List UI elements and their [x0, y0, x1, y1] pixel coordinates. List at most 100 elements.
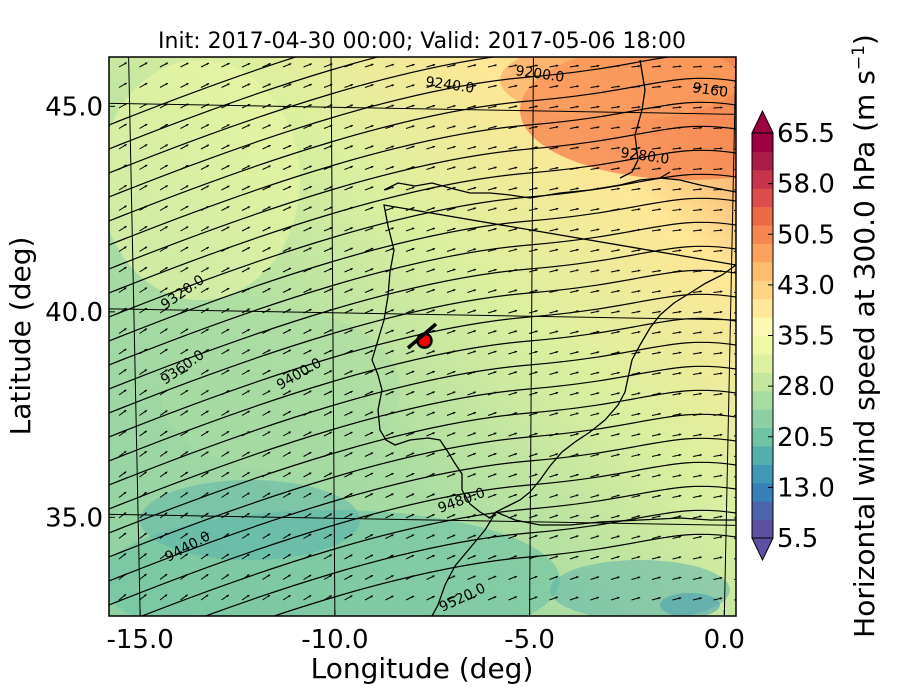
wind-arrow [508, 289, 518, 293]
wind-arrow [139, 287, 148, 293]
wind-arrow [364, 472, 374, 478]
wind-arrow [467, 289, 477, 293]
wind-arrow [672, 187, 682, 191]
wind-arrow [631, 433, 641, 437]
x-tick-label: -5.0 [504, 625, 555, 655]
colorbar-segment [752, 427, 773, 447]
wind-arrow [405, 268, 415, 273]
colorbar-segment [752, 169, 773, 189]
wind-arrow [590, 64, 600, 68]
wind-arrow [364, 84, 374, 88]
wind-arrow [692, 535, 702, 539]
colorbar [751, 109, 774, 562]
colorbar-extend-max [751, 109, 774, 134]
wind-arrow [672, 208, 682, 211]
wind-arrow [282, 553, 291, 560]
wind-arrow [200, 594, 209, 601]
wind-arrow [590, 269, 600, 273]
wind-arrow [508, 350, 518, 355]
wind-arrow [241, 451, 250, 457]
wind-arrow [713, 106, 723, 109]
wind-arrow [200, 410, 209, 416]
wind-arrow [467, 452, 477, 457]
wind-arrow [610, 310, 620, 314]
wind-arrow [651, 556, 661, 560]
wind-arrow [221, 430, 230, 437]
wind-arrow [159, 594, 168, 601]
wind-arrow [569, 105, 579, 109]
wind-arrow [446, 64, 456, 68]
wind-arrow [651, 576, 661, 580]
wind-vectors [118, 62, 736, 601]
wind-arrow [672, 474, 682, 478]
wind-arrow [590, 555, 600, 560]
wind-arrow [713, 433, 723, 437]
wind-arrow [323, 267, 333, 273]
wind-arrow [344, 247, 353, 252]
wind-arrow [610, 412, 620, 416]
wind-arrow [364, 349, 374, 355]
colorbar-segment [752, 225, 773, 244]
wind-arrow [303, 124, 313, 129]
wind-arrow [221, 492, 230, 498]
wind-arrow [364, 309, 374, 314]
wind-arrow [159, 82, 169, 88]
wind-arrow [139, 328, 148, 334]
wind-arrow [118, 409, 127, 416]
wind-arrow [508, 534, 518, 539]
wind-arrow [467, 473, 477, 478]
wind-arrow [692, 392, 702, 396]
wind-arrow [590, 535, 600, 539]
wind-arrow [692, 453, 702, 457]
wind-arrow [508, 166, 518, 170]
wind-arrow [405, 329, 415, 334]
wind-arrow [549, 412, 559, 416]
wind-arrow [405, 534, 415, 539]
wind-arrow [405, 104, 415, 109]
wind-arrow [487, 227, 497, 232]
wind-arrow [303, 185, 312, 191]
wind-arrow [159, 185, 169, 191]
wind-arrow [549, 596, 559, 601]
wind-arrow [385, 288, 395, 293]
wind-arrow [610, 228, 620, 232]
wind-arrow [467, 268, 477, 273]
wind-arrow [508, 493, 518, 498]
wind-arrow [303, 349, 312, 355]
wind-arrow [159, 573, 168, 580]
wind-arrow [549, 330, 559, 334]
wind-arrow [180, 553, 189, 560]
wind-arrow [672, 576, 682, 580]
wind-arrow [159, 450, 168, 457]
wind-arrow [241, 144, 251, 150]
coastline-morocco [431, 511, 736, 616]
wind-arrow [323, 554, 333, 560]
wind-arrow [446, 370, 456, 375]
parallel-line [109, 102, 736, 115]
wind-arrow [200, 62, 210, 68]
wind-arrow [118, 450, 127, 457]
wind-arrow [610, 555, 620, 560]
wind-arrow [262, 533, 271, 539]
wind-arrow [118, 266, 127, 273]
colorbar-segment [752, 151, 773, 171]
contour-line [109, 461, 736, 606]
wind-arrow [426, 84, 436, 88]
wind-arrow [426, 575, 435, 580]
wind-arrow [467, 493, 477, 498]
wind-arrow [344, 472, 353, 478]
wind-arrow [426, 411, 436, 416]
wind-arrow [241, 553, 250, 560]
wind-arrow [631, 412, 641, 416]
wind-arrow [241, 594, 250, 601]
wind-arrow [569, 187, 579, 191]
plot-frame [108, 56, 737, 617]
wind-arrow [713, 310, 723, 314]
x-axis-ticks: -15.0 -10.0 -5.0 0.0 [107, 610, 745, 655]
wind-arrow [651, 65, 662, 68]
wind-arrow [426, 145, 436, 150]
wind-arrow [118, 593, 127, 601]
wind-arrow [262, 206, 271, 211]
wind-arrow [405, 391, 415, 396]
colorbar-tick-label: 65.5 [777, 119, 835, 149]
